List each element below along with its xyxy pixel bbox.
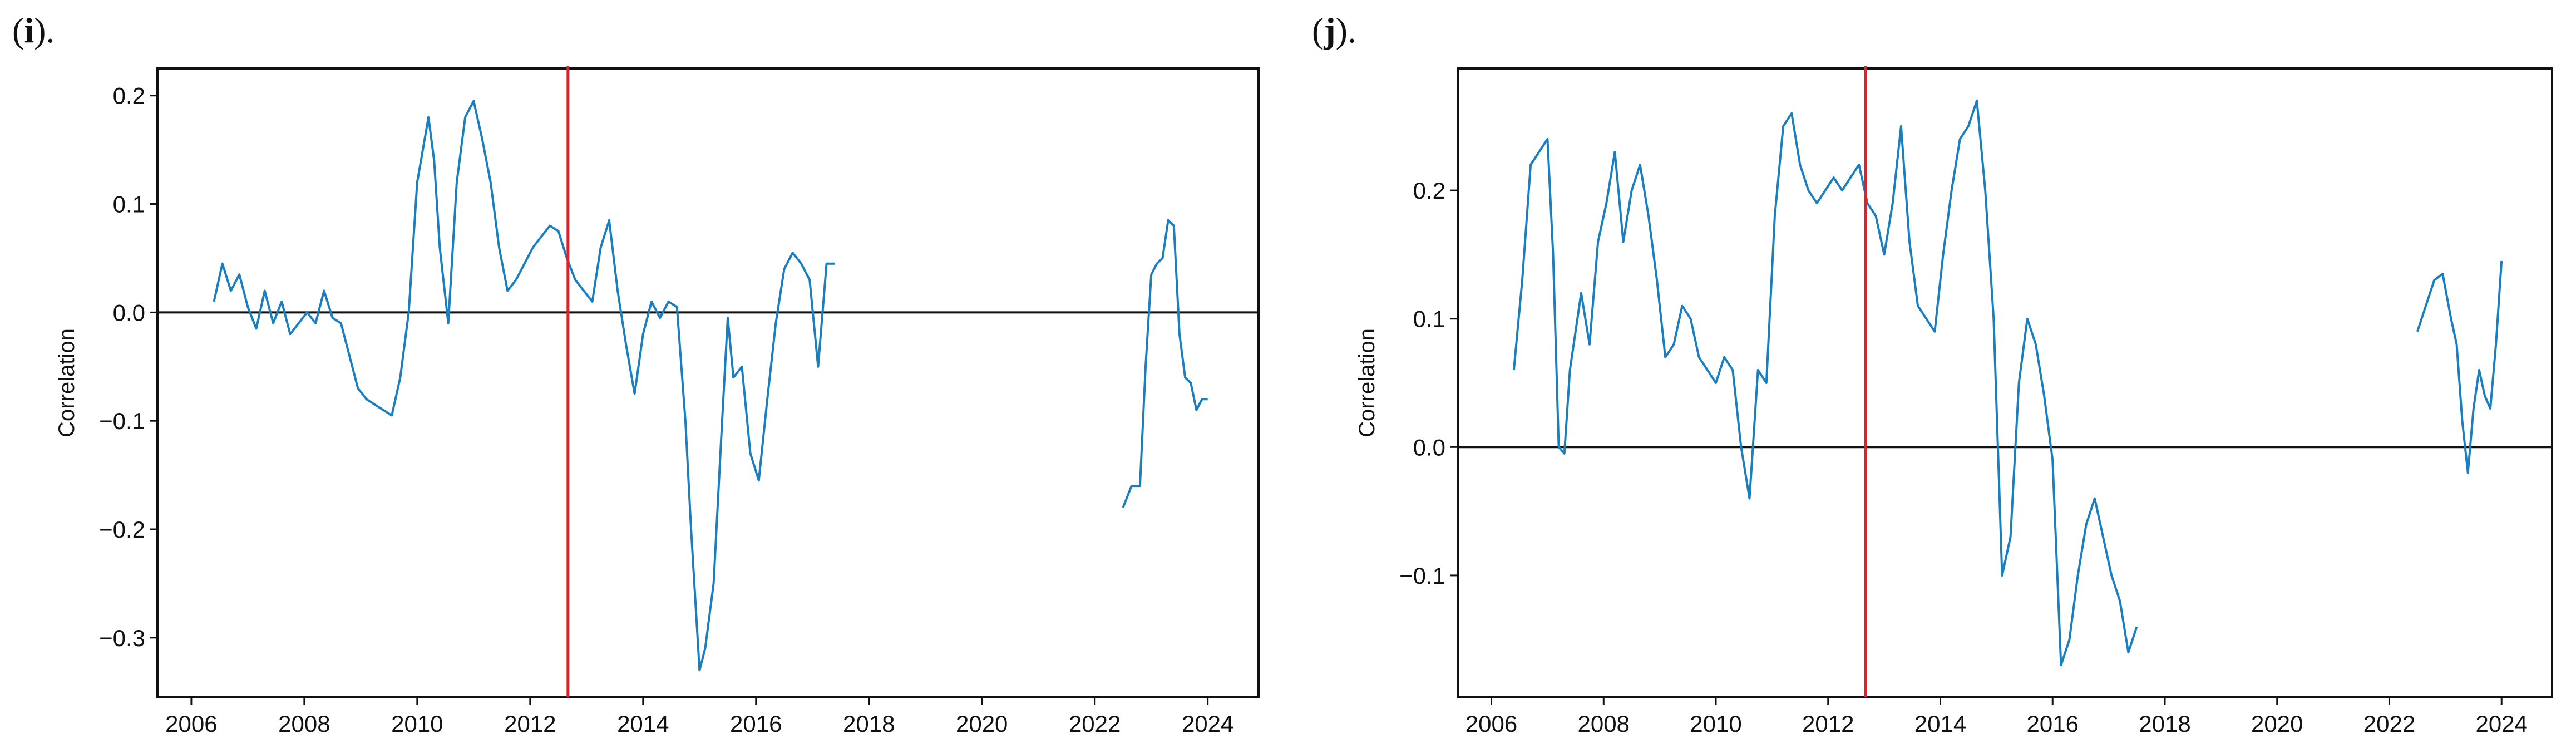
x-tick-label: 2016 — [2027, 711, 2079, 737]
y-tick-label: −0.1 — [1399, 563, 1445, 589]
x-tick-label: 2008 — [1578, 711, 1630, 737]
chart-j: 0.2 0.1 0.0 −0.1 2006 2008 2010 2012 2014 2016 201… — [1355, 66, 2553, 737]
series-line-1 — [1512, 99, 2138, 667]
x-tick-label: 2022 — [1069, 711, 1121, 737]
x-tick-label: 2016 — [730, 711, 782, 737]
x-tick-label: 2014 — [617, 711, 669, 737]
x-tick-label: 2024 — [1182, 711, 1233, 737]
x-tick-label: 2024 — [2475, 711, 2527, 737]
x-tick-label: 2020 — [956, 711, 1008, 737]
panel-label-i: (i). — [12, 11, 55, 50]
x-tick-label: 2020 — [2251, 711, 2303, 737]
y-tick-label: −0.3 — [99, 625, 145, 651]
x-tick-label: 2012 — [1802, 711, 1854, 737]
y-tick-label: 0.1 — [113, 191, 145, 218]
y-tick-label: −0.2 — [99, 516, 145, 543]
x-tick-label: 2018 — [843, 711, 895, 737]
y-tick-label: 0.0 — [113, 299, 145, 326]
x-tick-label: 2018 — [2139, 711, 2190, 737]
x-tick-label: 2010 — [1690, 711, 1741, 737]
panel-j: (j). 0.2 0.1 0.0 −0.1 2006 2008 2010 2012 2014 20… — [1288, 0, 2576, 753]
plot-frame — [156, 67, 1260, 698]
panel-label-j: (j). — [1312, 11, 1356, 50]
y-axis-label: Correlation — [55, 328, 79, 437]
x-tick-label: 2006 — [165, 711, 217, 737]
series-line-1 — [213, 100, 835, 672]
series-line-2 — [2416, 260, 2503, 474]
x-tick-label: 2010 — [391, 711, 443, 737]
x-tick-label: 2022 — [2363, 711, 2415, 737]
y-tick-label: −0.1 — [99, 408, 145, 434]
chart-i: 0.2 0.1 0.0 −0.1 −0.2 −0.3 2006 2008 2010 2012 201… — [55, 66, 1260, 737]
x-tick-label: 2006 — [1465, 711, 1517, 737]
y-tick-label: 0.2 — [113, 83, 145, 109]
x-tick-label: 2008 — [278, 711, 330, 737]
y-tick-label: 0.2 — [1413, 178, 1445, 204]
y-axis-label: Correlation — [1355, 328, 1379, 437]
x-tick-label: 2014 — [1914, 711, 1966, 737]
series-line-2 — [1122, 219, 1208, 508]
y-tick-label: 0.1 — [1413, 306, 1445, 332]
plot-frame — [1457, 67, 2553, 698]
panel-i: (i). 0.2 0.1 0.0 −0.1 −0.2 −0.3 2006 2008 2010 20… — [12, 11, 1260, 737]
x-tick-label: 2012 — [504, 711, 556, 737]
y-tick-label: 0.0 — [1413, 434, 1445, 460]
